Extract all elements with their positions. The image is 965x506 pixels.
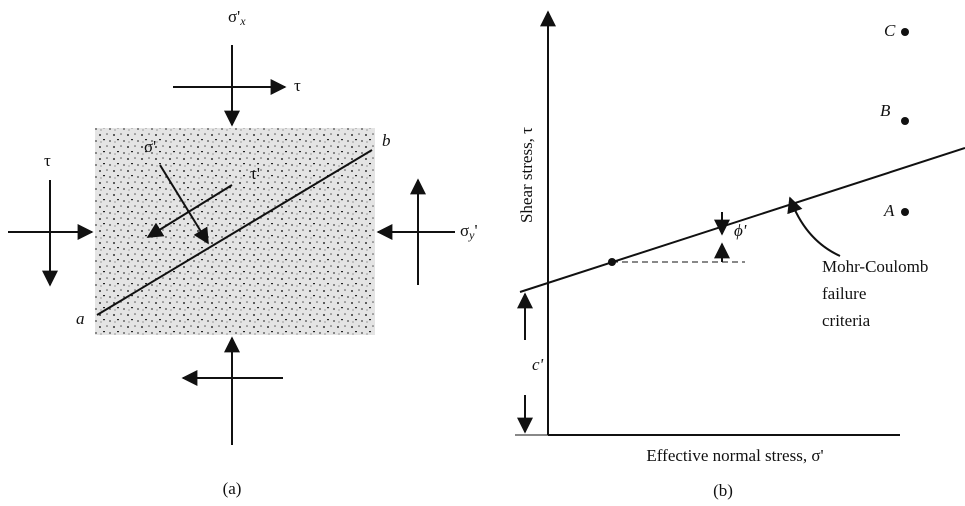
panel-b: Shear stress, τ Effective normal stress,…	[515, 10, 965, 500]
label: b	[382, 131, 391, 150]
label: a	[76, 309, 85, 328]
label: C	[884, 21, 896, 40]
label: A	[883, 201, 895, 220]
axis-label: Shear stress, τ	[517, 127, 536, 223]
axis-label: Effective normal stress, σ'	[646, 446, 823, 465]
panel-a: σ'x τ τ σy' σ' τ' a b (a)	[8, 7, 478, 498]
point	[901, 28, 909, 36]
failure-envelope	[519, 147, 965, 293]
label: criteria	[822, 311, 871, 330]
arrow	[146, 184, 233, 238]
label: σ'	[144, 137, 156, 156]
caption: (b)	[713, 481, 733, 500]
label: c'	[532, 355, 544, 374]
label: failure	[822, 284, 866, 303]
caption: (a)	[223, 479, 242, 498]
label: Mohr-Coulomb	[822, 257, 928, 276]
arrow	[159, 164, 209, 245]
label: B	[880, 101, 891, 120]
label: σy'	[460, 221, 478, 242]
point	[901, 117, 909, 125]
arrow	[787, 196, 841, 257]
point	[901, 208, 909, 216]
label: τ'	[250, 164, 260, 183]
label: ϕ'	[734, 221, 747, 240]
point	[608, 258, 616, 266]
label: τ	[294, 76, 301, 95]
label: τ	[44, 151, 51, 170]
label: σ'x	[228, 7, 246, 28]
failure-plane	[96, 149, 373, 316]
